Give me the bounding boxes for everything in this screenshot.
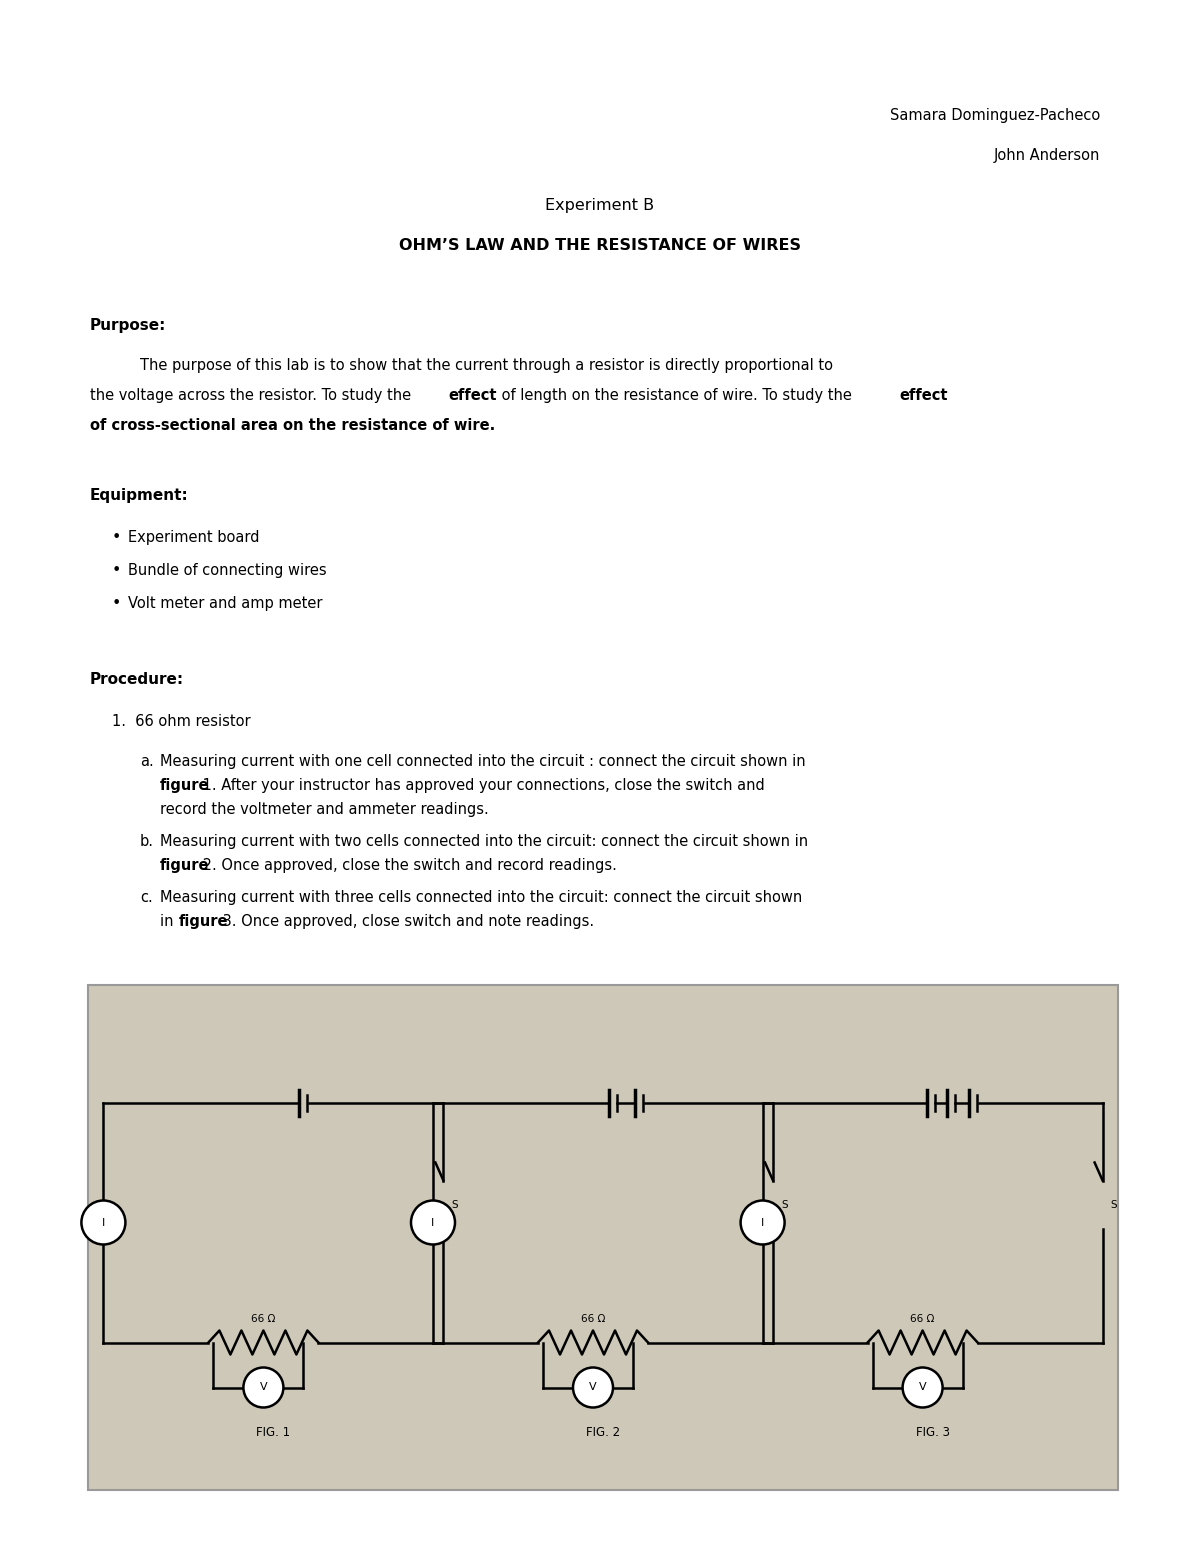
Text: V: V	[589, 1382, 596, 1393]
Text: FIG. 1: FIG. 1	[257, 1426, 290, 1438]
Text: 66 Ω: 66 Ω	[251, 1314, 276, 1325]
Text: Measuring current with one cell connected into the circuit : connect the circuit: Measuring current with one cell connecte…	[160, 755, 805, 769]
Text: of cross-sectional area on the resistance of wire.: of cross-sectional area on the resistanc…	[90, 418, 496, 433]
Text: b.: b.	[140, 834, 154, 849]
Circle shape	[244, 1368, 283, 1407]
Text: Experiment board: Experiment board	[128, 530, 259, 545]
Text: V: V	[919, 1382, 926, 1393]
Text: •: •	[112, 596, 121, 610]
Text: record the voltmeter and ammeter readings.: record the voltmeter and ammeter reading…	[160, 801, 488, 817]
Circle shape	[740, 1200, 785, 1244]
Text: of length on the resistance of wire. To study the: of length on the resistance of wire. To …	[497, 388, 856, 402]
Text: 66 Ω: 66 Ω	[581, 1314, 605, 1325]
Text: FIG. 2: FIG. 2	[586, 1426, 620, 1438]
Text: Bundle of connecting wires: Bundle of connecting wires	[128, 564, 326, 578]
Text: 66 Ω: 66 Ω	[911, 1314, 935, 1325]
Text: effect: effect	[899, 388, 948, 402]
Text: S: S	[1111, 1199, 1117, 1210]
Text: S: S	[781, 1199, 787, 1210]
Text: I: I	[761, 1218, 764, 1227]
Circle shape	[82, 1200, 125, 1244]
Text: 1. After your instructor has approved your connections, close the switch and: 1. After your instructor has approved yo…	[198, 778, 766, 794]
Text: Measuring current with two cells connected into the circuit: connect the circuit: Measuring current with two cells connect…	[160, 834, 808, 849]
Text: Purpose:: Purpose:	[90, 318, 167, 332]
Text: in: in	[160, 915, 178, 929]
Text: FIG. 3: FIG. 3	[916, 1426, 949, 1438]
Text: V: V	[259, 1382, 268, 1393]
Text: •: •	[112, 564, 121, 578]
Circle shape	[574, 1368, 613, 1407]
Text: figure: figure	[179, 915, 229, 929]
Text: figure: figure	[160, 778, 210, 794]
Text: John Anderson: John Anderson	[994, 148, 1100, 163]
Text: OHM’S LAW AND THE RESISTANCE OF WIRES: OHM’S LAW AND THE RESISTANCE OF WIRES	[398, 238, 802, 253]
Text: figure: figure	[160, 857, 210, 873]
Text: Measuring current with three cells connected into the circuit: connect the circu: Measuring current with three cells conne…	[160, 890, 803, 905]
Circle shape	[410, 1200, 455, 1244]
Text: a.: a.	[140, 755, 154, 769]
Text: Equipment:: Equipment:	[90, 488, 188, 503]
Bar	[88, 985, 1118, 1489]
Text: •: •	[112, 530, 121, 545]
Text: effect: effect	[449, 388, 497, 402]
Text: 3. Once approved, close switch and note readings.: 3. Once approved, close switch and note …	[217, 915, 594, 929]
Text: c.: c.	[140, 890, 152, 905]
Text: 2. Once approved, close the switch and record readings.: 2. Once approved, close the switch and r…	[198, 857, 617, 873]
Text: I: I	[431, 1218, 434, 1227]
Text: S: S	[451, 1199, 458, 1210]
Text: I: I	[102, 1218, 106, 1227]
Text: Procedure:: Procedure:	[90, 672, 184, 686]
Text: 1.  66 ohm resistor: 1. 66 ohm resistor	[112, 714, 251, 728]
Circle shape	[902, 1368, 943, 1407]
Text: Volt meter and amp meter: Volt meter and amp meter	[128, 596, 323, 610]
Text: The purpose of this lab is to show that the current through a resistor is direct: The purpose of this lab is to show that …	[140, 359, 833, 373]
Text: the voltage across the resistor. To study the: the voltage across the resistor. To stud…	[90, 388, 415, 402]
Text: Samara Dominguez-Pacheco: Samara Dominguez-Pacheco	[889, 109, 1100, 123]
Text: Experiment B: Experiment B	[546, 197, 654, 213]
